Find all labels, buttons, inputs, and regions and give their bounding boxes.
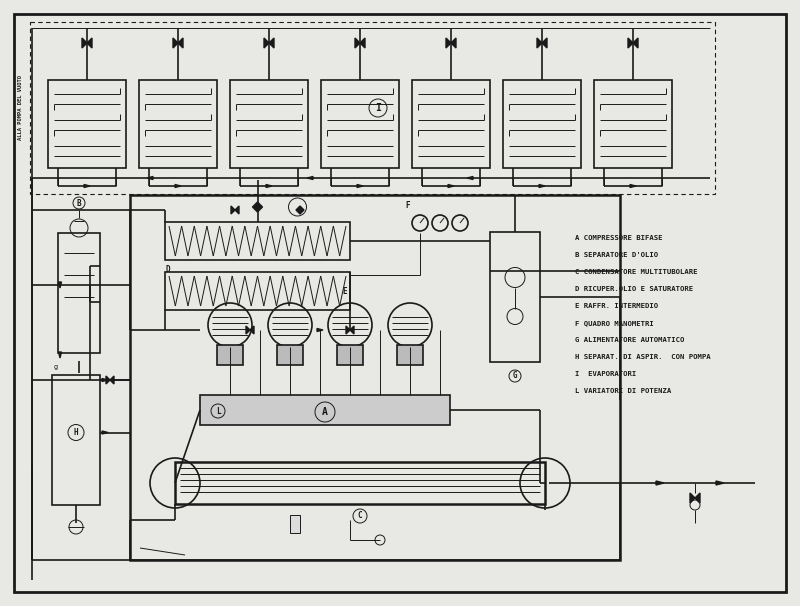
Text: I  EVAPORATORI: I EVAPORATORI: [575, 371, 636, 377]
Bar: [165, 272, 350, 310]
Polygon shape: [269, 38, 274, 48]
Polygon shape: [346, 326, 350, 334]
Text: E RAFFR. INTERMEDIO: E RAFFR. INTERMEDIO: [575, 303, 658, 309]
Polygon shape: [539, 184, 545, 187]
Polygon shape: [656, 481, 664, 485]
Text: L VARIATORI DI POTENZA: L VARIATORI DI POTENZA: [575, 388, 671, 394]
Polygon shape: [695, 493, 700, 503]
Bar: [321, 80, 399, 168]
Polygon shape: [266, 184, 272, 187]
Text: A: A: [322, 407, 328, 417]
Bar: [397, 345, 423, 365]
Bar: [412, 80, 490, 168]
Bar: [165, 222, 350, 260]
Text: F: F: [406, 201, 410, 210]
Polygon shape: [106, 376, 110, 384]
Text: G: G: [513, 371, 518, 381]
Polygon shape: [633, 38, 638, 48]
Text: H SEPARAT. DI ASPIR.  CON POMPA: H SEPARAT. DI ASPIR. CON POMPA: [575, 354, 710, 360]
Text: C: C: [358, 511, 362, 521]
Polygon shape: [467, 176, 473, 179]
Polygon shape: [58, 282, 62, 288]
Polygon shape: [537, 38, 542, 48]
Polygon shape: [317, 328, 323, 331]
Polygon shape: [110, 376, 114, 384]
Bar: [490, 232, 540, 362]
Polygon shape: [87, 38, 92, 48]
Text: ALLA POMPA DEL VUOTO: ALLA POMPA DEL VUOTO: [18, 76, 22, 141]
Polygon shape: [102, 379, 108, 382]
Bar: [337, 345, 363, 365]
Text: D: D: [166, 265, 170, 275]
Bar: [277, 345, 303, 365]
Polygon shape: [451, 38, 456, 48]
Polygon shape: [175, 184, 181, 187]
Bar: [30, 22, 715, 194]
Polygon shape: [84, 184, 90, 187]
Text: I: I: [375, 103, 381, 113]
Text: B SEPARATORE D'OLIO: B SEPARATORE D'OLIO: [575, 252, 658, 258]
Bar: [217, 345, 243, 365]
Polygon shape: [716, 481, 724, 485]
Bar: [290, 515, 300, 533]
Bar: [130, 195, 620, 560]
Polygon shape: [357, 184, 363, 187]
Polygon shape: [102, 431, 108, 434]
Text: D RICUPER.OLIO E SATURATORE: D RICUPER.OLIO E SATURATORE: [575, 286, 693, 292]
Polygon shape: [542, 38, 547, 48]
Polygon shape: [173, 38, 178, 48]
Polygon shape: [628, 38, 633, 48]
Text: H: H: [74, 428, 78, 437]
Text: A COMPRESSORE BIFASE: A COMPRESSORE BIFASE: [575, 235, 662, 241]
Polygon shape: [264, 38, 269, 48]
Polygon shape: [448, 184, 454, 187]
Polygon shape: [355, 38, 360, 48]
Polygon shape: [296, 206, 304, 214]
Text: G ALIMENTATORE AUTOMATICO: G ALIMENTATORE AUTOMATICO: [575, 337, 684, 343]
Bar: [200, 395, 450, 425]
Text: B: B: [77, 199, 82, 207]
Bar: [58, 233, 100, 353]
Polygon shape: [235, 206, 239, 214]
Polygon shape: [82, 38, 87, 48]
Polygon shape: [231, 206, 235, 214]
Polygon shape: [147, 176, 153, 179]
Polygon shape: [350, 326, 354, 334]
Bar: [175, 462, 545, 504]
Polygon shape: [360, 38, 365, 48]
Text: g: g: [54, 364, 58, 370]
Polygon shape: [307, 176, 313, 179]
Polygon shape: [250, 326, 254, 334]
Polygon shape: [246, 326, 250, 334]
Polygon shape: [178, 38, 183, 48]
Text: F QUADRO MANOMETRI: F QUADRO MANOMETRI: [575, 320, 654, 326]
Text: E: E: [342, 287, 347, 296]
Polygon shape: [630, 184, 636, 187]
Polygon shape: [446, 38, 451, 48]
Bar: [594, 80, 672, 168]
Bar: [503, 80, 581, 168]
Bar: [48, 80, 126, 168]
Bar: [230, 80, 308, 168]
Polygon shape: [58, 352, 62, 358]
Text: L: L: [216, 407, 220, 416]
Polygon shape: [690, 493, 695, 503]
Bar: [139, 80, 217, 168]
Text: C CONDENSATORE MULTITUBOLARE: C CONDENSATORE MULTITUBOLARE: [575, 269, 698, 275]
Bar: [52, 375, 100, 505]
Polygon shape: [253, 202, 262, 212]
